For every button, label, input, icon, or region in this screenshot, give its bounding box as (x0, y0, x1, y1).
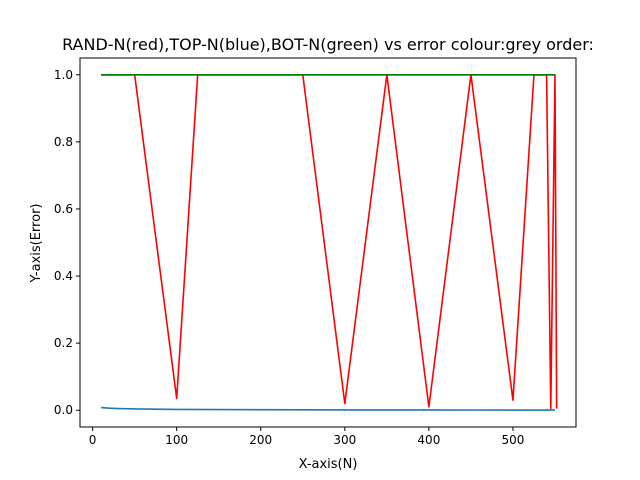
y-tick-label: 0.4 (54, 269, 73, 283)
series-line-0 (100, 406, 555, 411)
chart-title: RAND-N(red),TOP-N(blue),BOT-N(green) vs … (62, 35, 594, 54)
y-tick-label: 0.6 (54, 202, 73, 216)
plot-frame (79, 57, 577, 428)
x-axis-ticks: 0 100 200 300 400 500 (89, 427, 524, 447)
x-tick-label: 0 (89, 433, 97, 447)
y-tick-label: 0.8 (54, 135, 73, 149)
x-tick-label: 100 (165, 433, 188, 447)
y-tick-label: 0.0 (54, 403, 73, 417)
y-axis-label: Y-axis(Error) (29, 204, 44, 284)
x-axis-label: X-axis(N) (299, 457, 358, 472)
x-tick-label: 500 (501, 433, 524, 447)
x-tick-label: 300 (333, 433, 356, 447)
y-tick-label: 1.0 (54, 68, 73, 82)
series-layer (100, 73, 558, 411)
x-tick-label: 400 (417, 433, 440, 447)
y-tick-label: 0.2 (54, 336, 73, 350)
series-line-2 (101, 73, 558, 410)
x-tick-label: 200 (249, 433, 272, 447)
y-axis-ticks: 0.0 0.2 0.4 0.6 0.8 1.0 (54, 68, 80, 417)
